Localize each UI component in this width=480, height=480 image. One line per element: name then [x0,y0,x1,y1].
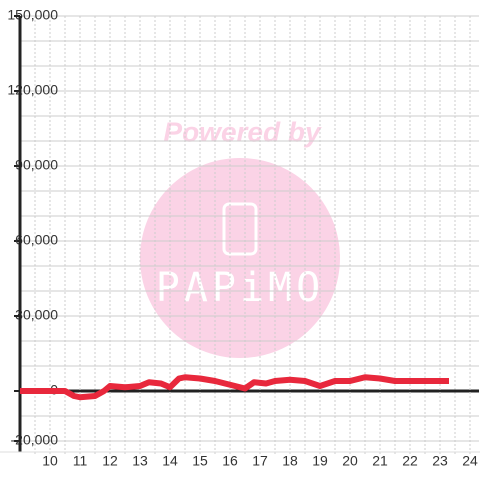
y-tick-label: 150,000 [7,7,58,23]
x-tick-label: 12 [102,453,118,469]
x-tick-label: 13 [132,453,148,469]
x-tick-label: 10 [42,453,58,469]
x-tick-label: 16 [222,453,238,469]
y-tick-label: 60,000 [15,232,58,248]
watermark-logo: PAPiMO [156,265,325,311]
x-tick-label: 15 [192,453,208,469]
y-tick-label: 90,000 [15,157,58,173]
x-tick-label: 18 [282,453,298,469]
line-series [20,374,449,401]
x-tick-label: 11 [73,453,88,469]
y-tick-label: 120,000 [7,82,58,98]
y-tick-label: 30,000 [15,307,58,323]
y-tick-label: -20,000 [11,432,59,448]
x-tick-label: 19 [312,453,328,469]
x-tick-label: 23 [432,453,448,469]
x-tick-label: 14 [162,453,178,469]
watermark-icon [222,202,258,256]
x-tick-label: 24 [462,453,478,469]
watermark-text: Powered by [163,116,322,147]
x-tick-label: 22 [402,453,418,469]
x-tick-label: 17 [252,453,268,469]
x-tick-label: 20 [342,453,358,469]
x-tick-label: 21 [372,453,388,469]
